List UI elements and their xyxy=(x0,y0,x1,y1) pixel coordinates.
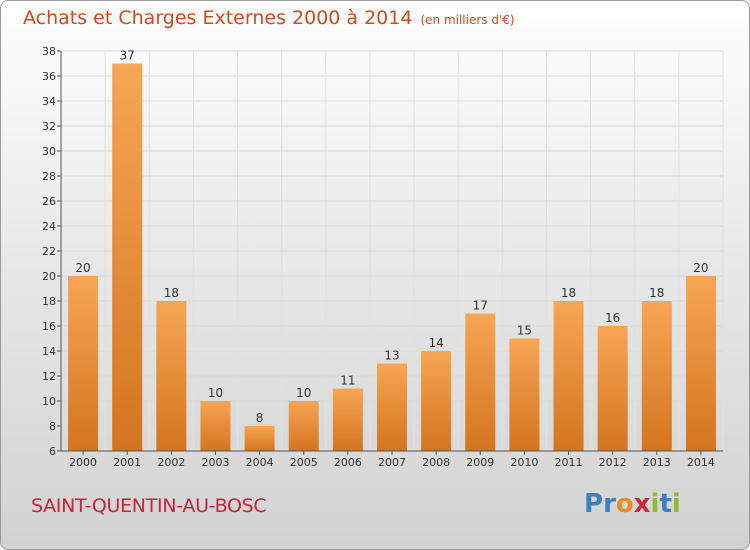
labels: 6 8 10 12 14 16 18 20 22 24 26 28 30 32 34 36 38 20 2000 37… xyxy=(42,45,715,469)
x-tick-label: 2000 xyxy=(69,456,97,469)
bar xyxy=(156,301,187,451)
data-label: 20 xyxy=(693,261,708,275)
logo-letter: t xyxy=(659,489,672,519)
y-tick-label: 6 xyxy=(49,445,56,458)
logo-letter: r xyxy=(603,489,616,519)
logo-letter: P xyxy=(584,489,604,519)
y-tick-label: 26 xyxy=(42,195,56,208)
bar xyxy=(377,363,407,451)
data-label: 16 xyxy=(605,311,620,325)
y-tick-label: 38 xyxy=(42,45,56,58)
data-label: 18 xyxy=(561,286,576,300)
y-tick-label: 14 xyxy=(42,345,56,358)
x-tick-label: 2007 xyxy=(378,456,406,469)
chart-subtitle: (en milliers d'€) xyxy=(420,13,515,27)
data-label: 18 xyxy=(649,286,664,300)
bar xyxy=(68,276,99,451)
x-tick-label: 2013 xyxy=(643,456,671,469)
data-label: 17 xyxy=(473,299,488,313)
x-tick-label: 2008 xyxy=(422,456,450,469)
x-tick-label: 2012 xyxy=(599,456,627,469)
logo-letter: x xyxy=(633,489,651,519)
bar xyxy=(112,63,143,451)
x-tick-label: 2009 xyxy=(466,456,494,469)
logo-letter: o xyxy=(615,489,634,519)
y-tick-label: 36 xyxy=(42,70,56,83)
y-tick-label: 10 xyxy=(42,395,56,408)
y-tick-label: 20 xyxy=(42,270,56,283)
y-tick-label: 12 xyxy=(42,370,56,383)
bar xyxy=(641,301,672,451)
data-label: 10 xyxy=(296,386,311,400)
bar xyxy=(509,338,540,451)
bar xyxy=(465,313,496,451)
y-tick-label: 28 xyxy=(42,170,56,183)
city-name: SAINT-QUENTIN-AU-BOSC xyxy=(31,495,267,517)
data-label: 37 xyxy=(120,49,135,63)
proxiti-logo: Proxiti xyxy=(584,489,681,519)
y-tick-label: 8 xyxy=(49,420,56,433)
data-label: 20 xyxy=(75,261,90,275)
logo-letter: i xyxy=(650,489,660,519)
y-tick-label: 24 xyxy=(42,220,56,233)
x-tick-label: 2003 xyxy=(201,456,229,469)
bar xyxy=(597,326,628,451)
x-tick-label: 2014 xyxy=(687,456,715,469)
y-tick-label: 18 xyxy=(42,295,56,308)
logo-letter: i xyxy=(671,489,681,519)
x-tick-label: 2002 xyxy=(157,456,185,469)
data-label: 13 xyxy=(384,349,399,363)
x-tick-label: 2010 xyxy=(510,456,538,469)
y-tick-label: 32 xyxy=(42,120,56,133)
bar xyxy=(553,301,584,451)
bar xyxy=(421,351,452,451)
x-tick-label: 2011 xyxy=(555,456,583,469)
data-label: 14 xyxy=(428,336,443,350)
axes xyxy=(57,50,723,455)
bar xyxy=(685,276,716,451)
y-tick-label: 34 xyxy=(42,95,56,108)
data-label: 8 xyxy=(256,411,264,425)
data-label: 11 xyxy=(340,374,355,388)
y-tick-label: 22 xyxy=(42,245,56,258)
x-tick-label: 2005 xyxy=(290,456,318,469)
chart-title-text: Achats et Charges Externes 2000 à 2014 xyxy=(23,7,413,29)
y-tick-label: 30 xyxy=(42,145,56,158)
y-tick-label: 16 xyxy=(42,320,56,333)
bars xyxy=(68,63,716,451)
bar xyxy=(200,401,231,451)
chart-title: Achats et Charges Externes 2000 à 2014 (e… xyxy=(23,7,515,29)
bar xyxy=(332,388,363,451)
x-tick-label: 2004 xyxy=(246,456,274,469)
bar xyxy=(288,401,319,451)
data-label: 10 xyxy=(208,386,223,400)
x-tick-label: 2001 xyxy=(113,456,141,469)
data-label: 18 xyxy=(164,286,179,300)
bar xyxy=(244,426,275,451)
data-label: 15 xyxy=(517,324,532,338)
x-tick-label: 2006 xyxy=(334,456,362,469)
